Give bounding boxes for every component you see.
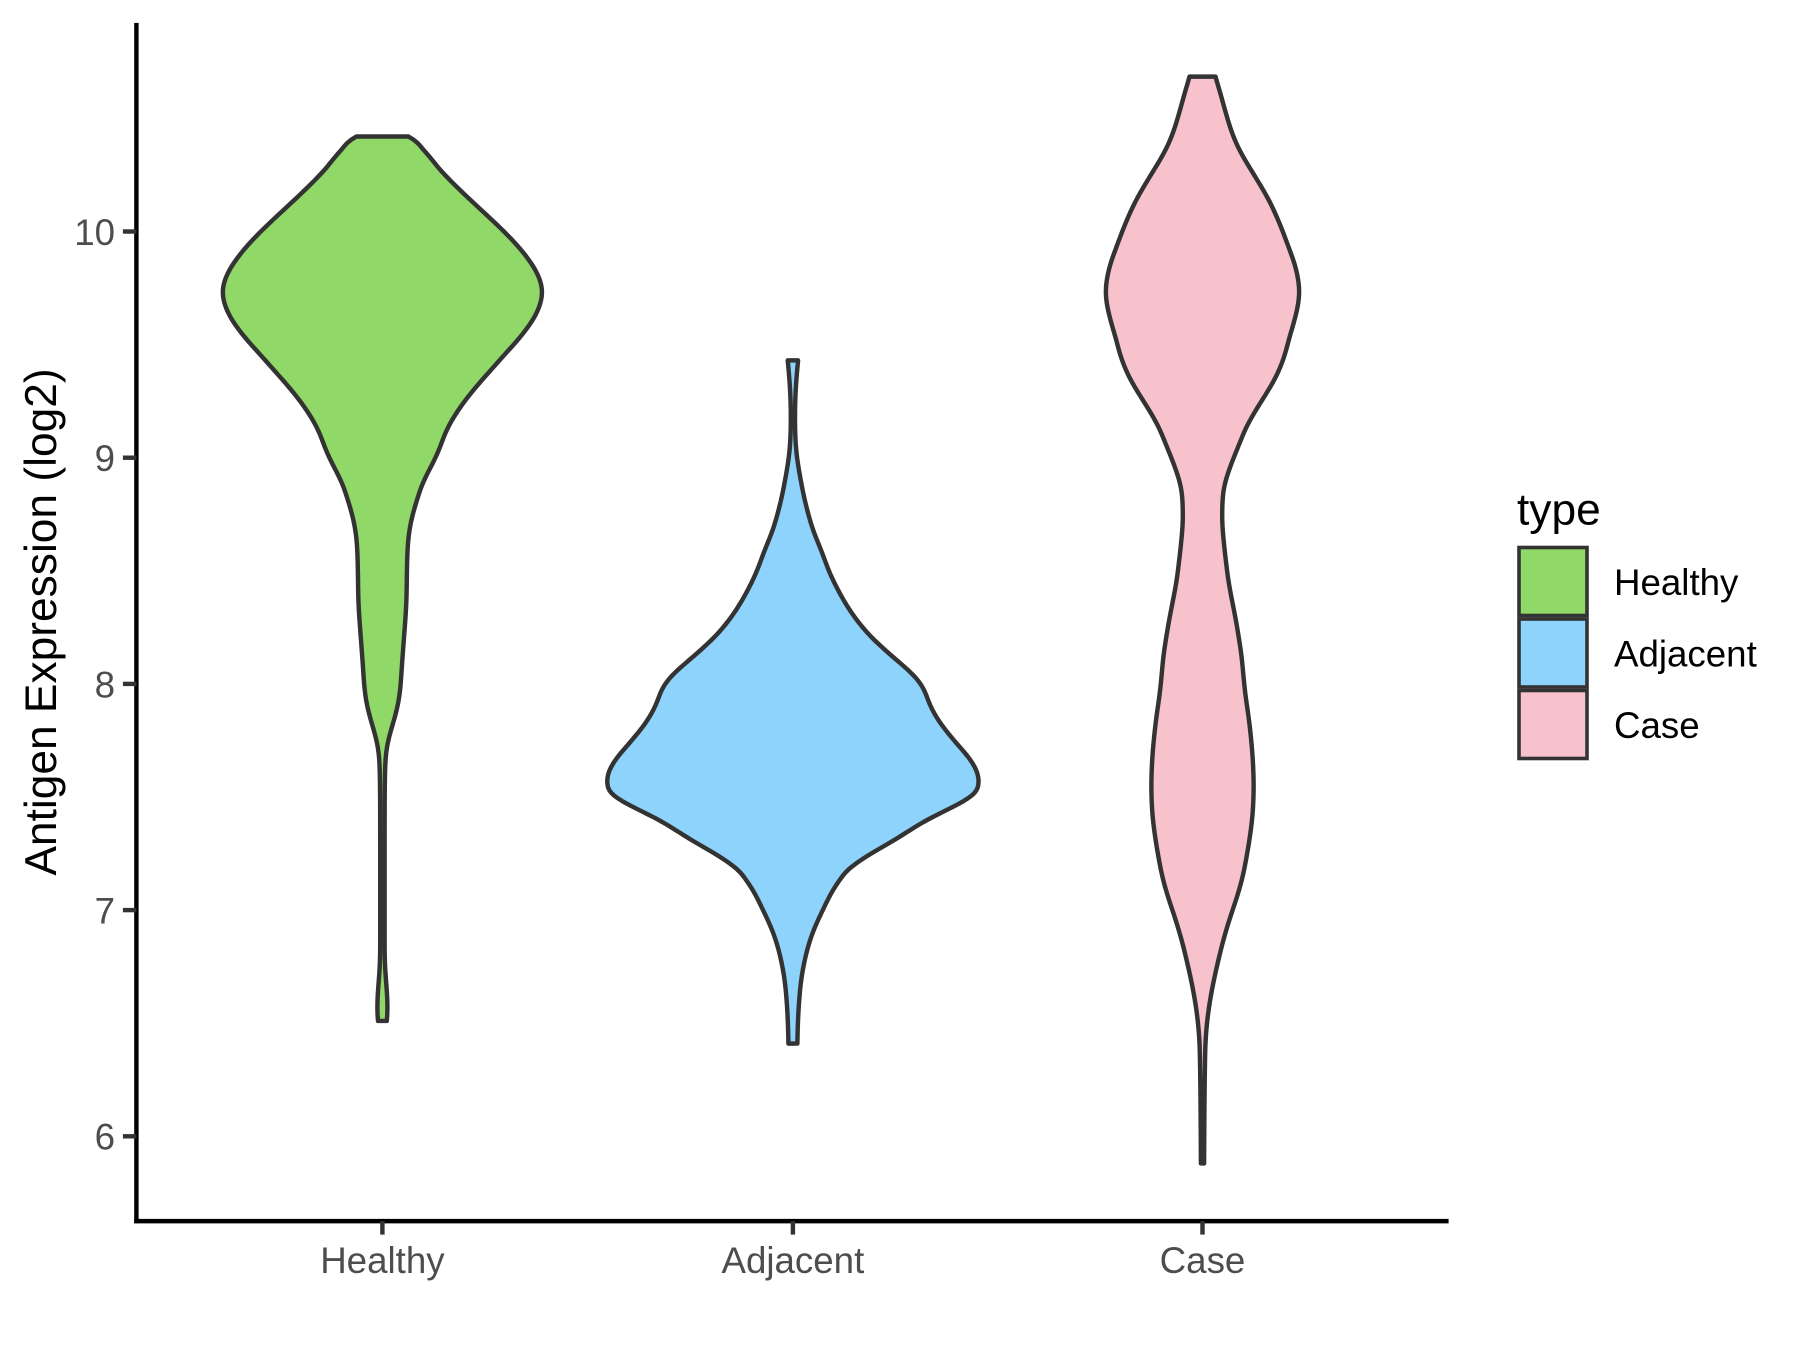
svg-text:Antigen Expression (log2): Antigen Expression (log2)	[17, 368, 66, 875]
svg-text:Healthy: Healthy	[1614, 562, 1739, 603]
svg-text:8: 8	[95, 664, 115, 705]
svg-text:9: 9	[95, 438, 115, 479]
svg-text:Adjacent: Adjacent	[722, 1240, 865, 1281]
svg-text:Case: Case	[1160, 1240, 1246, 1281]
svg-text:Healthy: Healthy	[320, 1240, 445, 1281]
svg-text:Adjacent: Adjacent	[1614, 633, 1757, 674]
svg-text:Case: Case	[1614, 705, 1700, 746]
svg-text:7: 7	[95, 891, 115, 932]
svg-text:10: 10	[74, 212, 115, 253]
svg-text:type: type	[1517, 486, 1601, 535]
svg-text:6: 6	[95, 1117, 115, 1158]
